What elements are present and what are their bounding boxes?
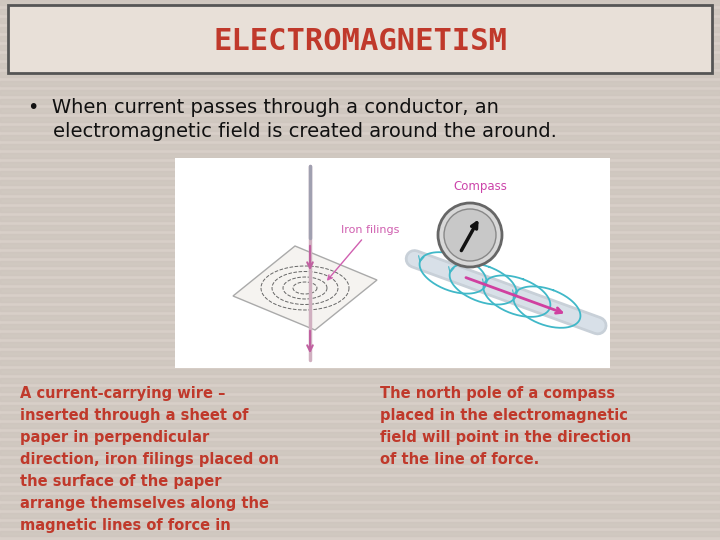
Bar [0,216,720,220]
Bar [0,54,720,58]
Bar [0,171,720,176]
Bar [0,198,720,202]
Bar [0,162,720,166]
Bar [0,405,720,409]
Bar [0,117,720,122]
Bar [0,261,720,266]
Bar [0,315,720,320]
Bar [0,153,720,158]
Bar [0,252,720,256]
Bar [0,108,720,112]
Circle shape [438,203,502,267]
Bar [0,342,720,347]
Text: The north pole of a compass: The north pole of a compass [380,386,615,401]
Text: Compass: Compass [453,180,507,193]
Bar [0,180,720,185]
Bar [0,288,720,293]
Circle shape [444,209,496,261]
Bar [0,495,720,500]
Bar [0,378,720,382]
Polygon shape [233,246,377,330]
Bar [0,513,720,517]
Bar [0,369,720,374]
Bar [0,441,720,445]
Bar [8,5,712,73]
Bar [175,158,610,368]
Bar [0,225,720,229]
Bar [0,135,720,139]
Text: Iron filings: Iron filings [328,225,399,280]
Bar [0,459,720,463]
Bar [0,432,720,436]
Text: of the line of force.: of the line of force. [380,452,539,467]
Bar [0,27,720,31]
Text: •  When current passes through a conductor, an: • When current passes through a conducto… [28,98,499,117]
Bar [0,90,720,94]
Bar [0,522,720,526]
Bar [0,396,720,401]
Bar [0,72,720,77]
Bar [0,45,720,50]
Text: direction, iron filings placed on: direction, iron filings placed on [20,452,279,467]
Bar [0,0,720,4]
Bar [0,324,720,328]
Text: A current-carrying wire –: A current-carrying wire – [20,386,225,401]
Text: the surface of the paper: the surface of the paper [20,474,222,489]
Bar [0,531,720,536]
Bar [0,351,720,355]
Bar [0,450,720,455]
Text: field will point in the direction: field will point in the direction [380,430,631,445]
Bar [0,18,720,23]
Text: paper in perpendicular: paper in perpendicular [20,430,210,445]
Bar [0,297,720,301]
Bar [0,333,720,338]
Bar [0,414,720,418]
Text: arrange themselves along the: arrange themselves along the [20,496,269,511]
Text: magnetic lines of force in: magnetic lines of force in [20,518,230,533]
Bar [0,207,720,212]
Bar [0,126,720,131]
Bar [0,306,720,310]
Bar [0,63,720,68]
Text: inserted through a sheet of: inserted through a sheet of [20,408,248,423]
Bar [0,477,720,482]
Bar [0,99,720,104]
Bar [0,360,720,364]
Bar [0,234,720,239]
Bar [0,144,720,148]
Text: ELECTROMAGNETISM: ELECTROMAGNETISM [213,28,507,57]
Bar [0,36,720,40]
Bar [0,279,720,284]
Bar [0,468,720,472]
Bar [0,504,720,509]
Bar [0,81,720,85]
Text: placed in the electromagnetic: placed in the electromagnetic [380,408,628,423]
Bar [0,9,720,14]
Bar [0,486,720,490]
Bar [0,387,720,392]
Bar [0,270,720,274]
Bar [0,423,720,428]
Bar [0,243,720,247]
Text: electromagnetic field is created around the around.: electromagnetic field is created around … [28,122,557,141]
Bar [0,189,720,193]
